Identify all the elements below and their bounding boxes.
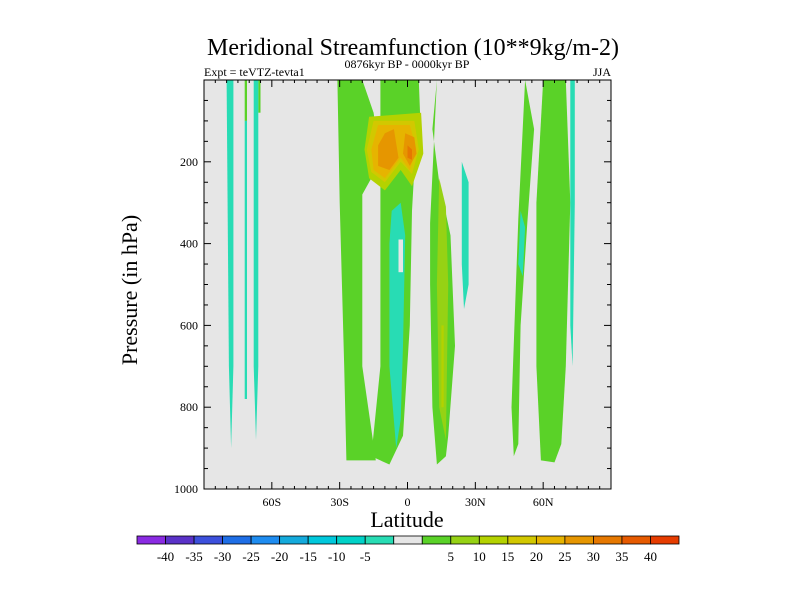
colorbar-label: 15 — [501, 549, 514, 564]
colorbar-swatch — [336, 535, 366, 545]
contour-region-darkorange-eq — [407, 145, 412, 160]
colorbar-label: 10 — [473, 549, 486, 564]
contour-region-green-band-60n — [536, 80, 571, 463]
colorbar-swatch — [535, 535, 566, 545]
colorbar-swatch — [136, 535, 166, 545]
colorbar-label: 5 — [448, 549, 455, 564]
x-tick-label: 60N — [533, 495, 554, 509]
colorbar-swatch — [364, 535, 395, 545]
chart-title: Meridional Streamfunction (10**9kg/m-2) — [207, 35, 619, 61]
axis-ticks: 60S 30S 0 30N 60N 200 400 600 800 1000 — [174, 80, 611, 509]
colorbar-label: -25 — [242, 549, 259, 564]
x-tick-label: 30N — [465, 495, 486, 509]
colorbar-swatch — [564, 535, 594, 545]
contour-region-cyan-strip-70s — [244, 120, 247, 400]
period-label: 0876kyr BP - 0000kyr BP — [345, 57, 470, 71]
colorbar-swatch — [593, 535, 623, 545]
x-tick-label: 0 — [405, 495, 411, 509]
contour-region-cyan-blob-25n — [461, 161, 469, 309]
colorbar: -40 -35 -30 -25 -20 -15 -10 -5 5 10 15 20 25 30 35 40 — [136, 535, 680, 564]
colorbar-label: -10 — [328, 549, 345, 564]
colorbar-label: -30 — [214, 549, 231, 564]
season-label: JJA — [593, 65, 611, 79]
contour-region-white-gap-eq — [398, 239, 403, 273]
colorbar-swatch — [478, 535, 509, 545]
contour-region-olive-15n — [436, 178, 449, 440]
colorbar-swatch — [222, 535, 252, 545]
contour-region-white-gap-5n — [412, 292, 415, 318]
colorbar-swatch — [507, 535, 537, 545]
contour-region-green-strip-70s — [244, 80, 247, 121]
colorbar-label: -5 — [360, 549, 371, 564]
x-tick-label: 30S — [330, 495, 349, 509]
y-tick-label: 600 — [180, 318, 198, 332]
x-axis-label: Latitude — [370, 507, 443, 532]
contour-region-cyan-strip-80s — [226, 80, 234, 449]
colorbar-swatch — [279, 535, 309, 545]
colorbar-swatch — [250, 535, 281, 545]
y-tick-label: 1000 — [174, 482, 198, 496]
contour-region-cyan-strip-75n — [570, 80, 575, 367]
contour-region-green-strip-65s — [258, 80, 261, 113]
colorbar-label: 25 — [558, 549, 571, 564]
contour-regions — [226, 80, 575, 465]
colorbar-swatch — [393, 535, 423, 545]
colorbar-swatch — [193, 535, 223, 545]
y-tick-label: 400 — [180, 237, 198, 251]
colorbar-swatch — [450, 535, 480, 545]
colorbar-swatch — [621, 535, 651, 545]
x-tick-label: 60S — [262, 495, 281, 509]
colorbar-swatch — [421, 535, 452, 545]
colorbar-label: -40 — [157, 549, 174, 564]
colorbar-label: -35 — [185, 549, 202, 564]
colorbar-label: 40 — [644, 549, 657, 564]
colorbar-label: -15 — [300, 549, 317, 564]
colorbar-swatch — [307, 535, 338, 545]
colorbar-label: -20 — [271, 549, 288, 564]
experiment-label: Expt = teVTZ-tevta1 — [204, 65, 305, 79]
contour-region-cyan-strip-68s — [253, 80, 259, 440]
y-tick-label: 800 — [180, 400, 198, 414]
contour-region-cyan-strip-50n — [518, 210, 526, 277]
colorbar-label: 20 — [530, 549, 543, 564]
colorbar-swatch — [650, 535, 680, 545]
contour-region-orange-upper — [378, 129, 399, 170]
colorbar-swatch — [165, 535, 195, 545]
y-axis-label: Pressure (in hPa) — [117, 215, 142, 365]
colorbar-label: 30 — [587, 549, 600, 564]
y-tick-label: 200 — [180, 155, 198, 169]
colorbar-label: 35 — [615, 549, 628, 564]
contour-region-yellowgreen-15n — [441, 325, 444, 408]
